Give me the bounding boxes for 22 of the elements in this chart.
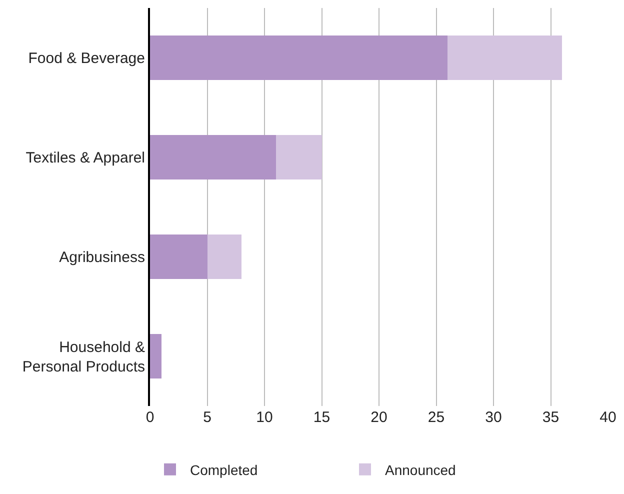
x-tick-label: 0 <box>146 409 154 426</box>
bar <box>150 234 208 280</box>
x-tick-label: 35 <box>542 409 560 426</box>
y-tick-label: Agribusiness <box>59 249 145 266</box>
bar <box>150 334 162 379</box>
legend-label: Announced <box>385 462 456 478</box>
y-tick-label: Food & Beverage <box>28 50 145 67</box>
x-tick-label: 30 <box>485 409 502 426</box>
bar <box>150 35 448 80</box>
bar <box>150 134 276 180</box>
x-tick-label: 10 <box>256 409 273 426</box>
x-tick-label: 25 <box>428 409 445 426</box>
x-tick-label: 5 <box>203 409 212 426</box>
bar <box>276 134 322 180</box>
x-tick-label: 40 <box>600 409 616 426</box>
x-tick-label: 20 <box>370 409 388 426</box>
y-tick-label: Household & Personal Products <box>22 338 145 376</box>
legend-label: Completed <box>190 462 258 478</box>
y-tick-label: Textiles & Apparel <box>26 150 145 166</box>
bar <box>448 35 562 80</box>
x-tick-label: 15 <box>313 409 330 426</box>
bar <box>207 234 242 280</box>
